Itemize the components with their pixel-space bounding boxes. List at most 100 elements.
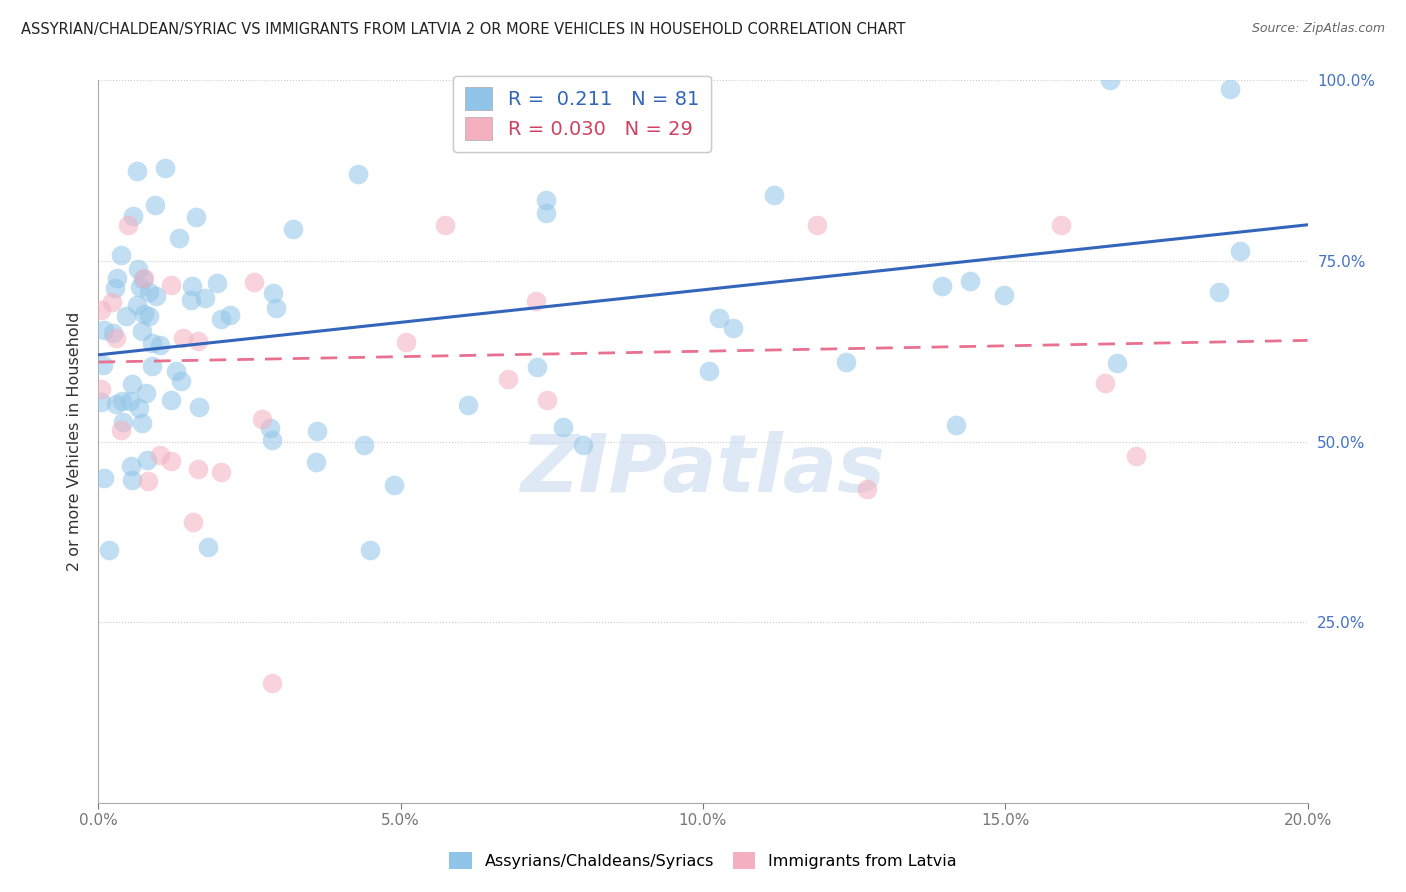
Point <box>384 478 406 492</box>
Point <box>134 386 156 401</box>
Point <box>104 397 127 411</box>
Text: ZIPatlas: ZIPatlas <box>520 432 886 509</box>
Point <box>536 392 558 407</box>
Point <box>209 465 232 479</box>
Point <box>129 280 152 294</box>
Point <box>993 287 1015 301</box>
Point <box>127 164 149 178</box>
Point <box>90 382 112 396</box>
Point <box>104 281 127 295</box>
Point <box>243 275 266 289</box>
Point <box>707 311 730 326</box>
Point <box>353 438 375 452</box>
Point <box>763 188 786 202</box>
Point <box>165 364 187 378</box>
Point <box>110 247 132 261</box>
Point <box>141 359 163 373</box>
Point <box>149 338 172 352</box>
Point <box>262 433 284 447</box>
Point <box>170 374 193 388</box>
Point <box>112 415 135 429</box>
Point <box>118 394 141 409</box>
Point <box>433 218 456 232</box>
Point <box>205 276 228 290</box>
Point <box>1229 244 1251 258</box>
Point <box>136 453 159 467</box>
Point <box>347 167 370 181</box>
Point <box>93 359 115 373</box>
Point <box>180 279 202 293</box>
Text: Source: ZipAtlas.com: Source: ZipAtlas.com <box>1251 22 1385 36</box>
Point <box>197 540 219 554</box>
Point <box>524 293 547 308</box>
Point <box>395 334 418 349</box>
Point <box>1219 82 1241 96</box>
Point <box>93 323 115 337</box>
Point <box>1105 356 1128 370</box>
Point <box>117 218 139 232</box>
Point <box>1208 285 1230 299</box>
Point <box>526 359 548 374</box>
Point <box>723 320 745 334</box>
Point <box>143 198 166 212</box>
Text: ASSYRIAN/CHALDEAN/SYRIAC VS IMMIGRANTS FROM LATVIA 2 OR MORE VEHICLES IN HOUSEHO: ASSYRIAN/CHALDEAN/SYRIAC VS IMMIGRANTS F… <box>21 22 905 37</box>
Point <box>572 437 595 451</box>
Point <box>945 417 967 432</box>
Point <box>153 161 176 175</box>
Point <box>209 312 232 326</box>
Point <box>457 398 479 412</box>
Point <box>121 473 143 487</box>
Point <box>262 676 284 690</box>
Point <box>219 308 242 322</box>
Point <box>131 324 153 338</box>
Point <box>264 301 287 315</box>
Point <box>187 461 209 475</box>
Point <box>551 419 574 434</box>
Point <box>187 334 209 348</box>
Point <box>305 455 328 469</box>
Legend: R =  0.211   N = 81, R = 0.030   N = 29: R = 0.211 N = 81, R = 0.030 N = 29 <box>453 76 711 152</box>
Point <box>111 393 134 408</box>
Point <box>121 376 143 391</box>
Point <box>360 542 382 557</box>
Point <box>1094 376 1116 390</box>
Point <box>188 400 211 414</box>
Point <box>1098 73 1121 87</box>
Point <box>138 309 160 323</box>
Point <box>181 516 204 530</box>
Point <box>136 474 159 488</box>
Point <box>806 218 828 232</box>
Legend: Assyrians/Chaldeans/Syriacs, Immigrants from Latvia: Assyrians/Chaldeans/Syriacs, Immigrants … <box>443 846 963 875</box>
Point <box>305 424 328 438</box>
Point <box>134 307 156 321</box>
Point <box>125 298 148 312</box>
Point <box>259 421 281 435</box>
Point <box>121 458 143 473</box>
Point <box>131 416 153 430</box>
Point <box>1049 218 1071 232</box>
Point <box>100 295 122 310</box>
Point <box>149 448 172 462</box>
Point <box>1125 449 1147 463</box>
Point <box>194 291 217 305</box>
Point <box>101 326 124 340</box>
Point <box>496 372 519 386</box>
Point <box>281 222 304 236</box>
Point <box>697 364 720 378</box>
Point <box>172 331 194 345</box>
Point <box>835 355 858 369</box>
Point <box>114 309 136 323</box>
Point <box>959 274 981 288</box>
Point <box>110 423 132 437</box>
Point <box>122 209 145 223</box>
Point <box>856 482 879 496</box>
Point <box>186 210 208 224</box>
Point <box>93 471 115 485</box>
Point <box>534 206 557 220</box>
Point <box>931 279 953 293</box>
Point <box>97 542 120 557</box>
Point <box>90 303 112 318</box>
Point <box>262 286 284 301</box>
Point <box>127 262 149 277</box>
Point <box>145 288 167 302</box>
